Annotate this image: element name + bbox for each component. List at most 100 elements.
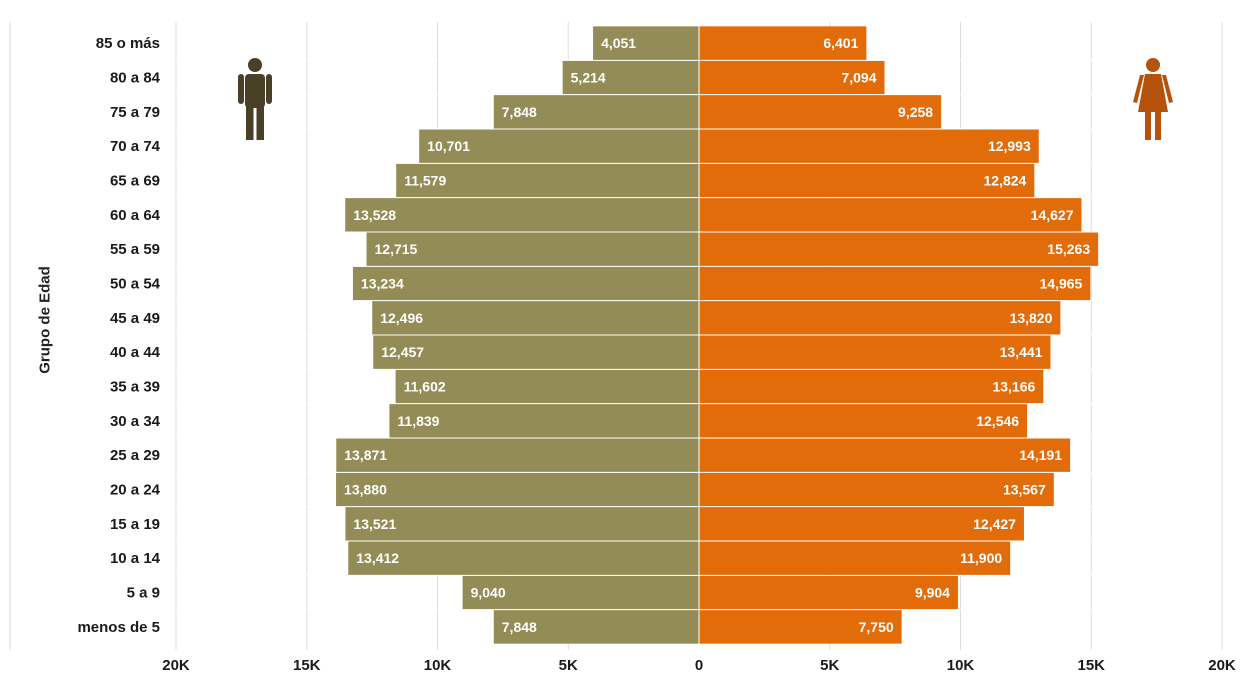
bar-left	[352, 266, 699, 301]
bar-right	[699, 232, 1099, 266]
data-label: 10,701	[427, 138, 470, 154]
data-label: 13,412	[356, 550, 399, 566]
bar-right	[699, 610, 902, 644]
data-label: 11,579	[404, 173, 446, 189]
bar-right	[699, 575, 958, 610]
male-left-arm	[238, 74, 244, 104]
bar-right	[699, 129, 1039, 163]
x-tick-label: 20K	[1208, 657, 1236, 674]
data-label: 4,051	[601, 35, 636, 51]
bar-left	[493, 610, 699, 644]
data-label: 13,234	[361, 276, 404, 292]
data-label: 12,824	[984, 173, 1027, 189]
data-labels-group: 4,051 6,401 5,214 7,094 7,848 9,258 10,701 12,9…	[344, 35, 1090, 635]
x-tick-label: 15K	[1077, 657, 1105, 674]
bar-left	[345, 198, 699, 232]
bars-group	[176, 26, 1222, 644]
female-head	[1146, 58, 1160, 72]
data-label: 9,258	[898, 104, 933, 120]
data-label: 13,166	[992, 379, 1035, 395]
category-label: menos de 5	[77, 619, 160, 636]
data-label: 11,839	[397, 413, 439, 429]
category-label: 15 a 19	[110, 516, 160, 533]
data-label: 7,750	[859, 619, 894, 635]
data-label: 7,848	[502, 104, 537, 120]
x-tick-label: 10K	[424, 657, 452, 674]
bar-left	[372, 301, 699, 335]
category-label: 10 a 14	[110, 550, 161, 567]
data-label: 13,820	[1010, 310, 1053, 326]
bar-right	[699, 301, 1061, 335]
data-label: 13,528	[353, 207, 396, 223]
data-label: 12,427	[973, 516, 1016, 532]
male-figure-icon	[238, 58, 272, 140]
female-left-leg	[1145, 112, 1151, 140]
male-left-leg	[246, 104, 254, 140]
category-label: 80 a 84	[110, 70, 161, 87]
bar-left	[562, 60, 699, 95]
bar-right	[699, 404, 1028, 438]
bar-right	[699, 369, 1044, 404]
data-label: 14,627	[1031, 207, 1074, 223]
data-label: 12,715	[375, 241, 418, 257]
data-label: 6,401	[823, 35, 858, 51]
category-label: 35 a 39	[110, 379, 160, 396]
data-label: 13,880	[344, 482, 387, 498]
bar-right	[699, 163, 1035, 198]
x-tick-label: 20K	[162, 657, 190, 674]
bar-left	[389, 404, 699, 438]
data-label: 11,900	[960, 550, 1002, 566]
bar-left	[373, 335, 699, 369]
category-label: 30 a 34	[110, 413, 161, 430]
female-dress	[1138, 74, 1168, 112]
bar-left	[336, 472, 699, 507]
bar-left	[419, 129, 699, 163]
y-axis-title-text: Grupo de Edad	[36, 266, 54, 374]
category-label: 75 a 79	[110, 104, 160, 121]
category-label: 40 a 44	[110, 344, 161, 361]
y-axis-title: Grupo de Edad	[20, 160, 70, 480]
data-label: 12,496	[380, 310, 423, 326]
data-label: 7,094	[841, 70, 876, 86]
data-label: 7,848	[502, 619, 537, 635]
data-label: 13,521	[353, 516, 396, 532]
bar-left	[396, 163, 699, 198]
bar-right	[699, 507, 1024, 541]
bar-right	[699, 60, 885, 95]
bar-left	[348, 541, 699, 575]
data-label: 12,457	[381, 344, 424, 360]
x-tick-labels-group: 20K 15K 10K 5K 0 5K 10K 15K 20K	[162, 657, 1236, 674]
data-label: 14,191	[1019, 447, 1062, 463]
female-right-arm	[1162, 75, 1173, 103]
bar-right	[699, 26, 867, 60]
category-label: 50 a 54	[110, 276, 161, 293]
data-label: 13,871	[344, 447, 387, 463]
data-label: 9,904	[915, 585, 950, 601]
category-label: 25 a 29	[110, 447, 160, 464]
category-label: 70 a 74	[110, 138, 161, 155]
category-label: 5 a 9	[127, 585, 160, 602]
category-label: 85 o más	[96, 35, 160, 52]
bar-left	[493, 95, 699, 129]
data-label: 13,567	[1003, 482, 1046, 498]
data-label: 15,263	[1047, 241, 1090, 257]
data-label: 14,965	[1040, 276, 1083, 292]
data-label: 13,441	[1000, 344, 1043, 360]
data-label: 9,040	[471, 585, 506, 601]
bar-left	[593, 26, 699, 60]
bar-right	[699, 335, 1051, 369]
bar-right	[699, 198, 1082, 232]
category-labels-group: 85 o más 80 a 84 75 a 79 70 a 74 65 a 69 60 a…	[77, 35, 160, 636]
bar-left	[366, 232, 699, 266]
male-right-leg	[256, 104, 264, 140]
x-tick-label: 5K	[820, 657, 839, 674]
x-tick-label: 10K	[947, 657, 975, 674]
female-left-arm	[1133, 75, 1144, 103]
male-right-arm	[266, 74, 272, 104]
bar-right	[699, 472, 1054, 507]
bar-left	[395, 369, 699, 404]
data-label: 11,602	[404, 379, 446, 395]
x-tick-label: 5K	[559, 657, 578, 674]
category-label: 65 a 69	[110, 173, 160, 190]
